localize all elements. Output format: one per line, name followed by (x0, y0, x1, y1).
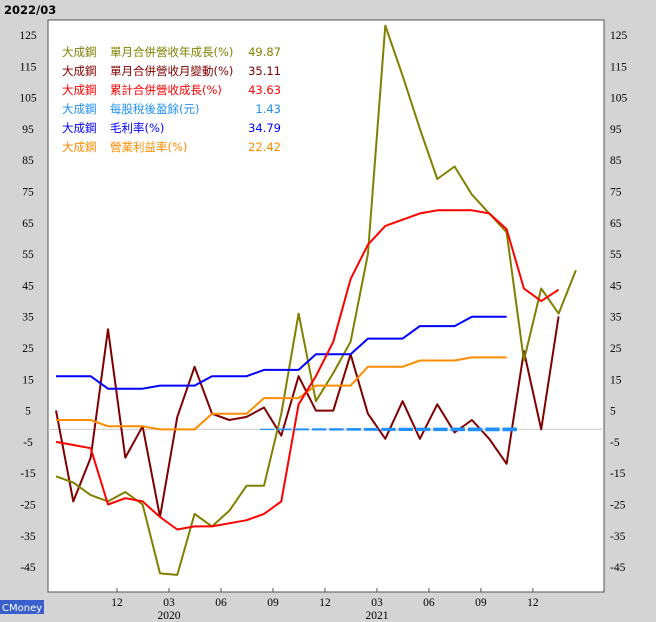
x-tick-label: 12 (527, 597, 539, 609)
series-line-5 (56, 356, 507, 431)
y-tick-label-right: -45 (610, 562, 626, 574)
legend-last-value: 1.43 (255, 102, 281, 116)
legend-company: 大成鋼 (62, 83, 97, 97)
eps-mark (363, 427, 379, 431)
x-tick-label: 03 (163, 597, 175, 609)
y-tick-label-left: 65 (22, 218, 34, 230)
legend-company: 大成鋼 (62, 45, 97, 59)
legend-company: 大成鋼 (62, 102, 97, 116)
y-tick-label-left: 115 (20, 61, 37, 73)
y-tick-label-right: 75 (610, 187, 622, 199)
eps-mark (259, 428, 275, 431)
x-tick-label: 06 (423, 597, 435, 609)
y-tick-label-left: 85 (22, 155, 34, 167)
x-tick-label: 09 (475, 597, 487, 609)
legend-series-name: 每股稅後盈餘(元) (110, 102, 199, 116)
y-tick-label-right: 115 (610, 61, 627, 73)
watermark-box (0, 600, 44, 614)
y-tick-label-right: 105 (610, 93, 628, 105)
y-tick-label-left: 125 (19, 30, 37, 42)
legend-company: 大成鋼 (62, 121, 97, 135)
y-tick-label-left: 75 (22, 187, 34, 199)
legend-last-value: 34.79 (248, 121, 281, 135)
y-axis-left: 125 115 105 95 85 75 65 55 45 35 25 15 5 -5 -15 -25 -35 -… (19, 30, 37, 574)
y-tick-label-left: -35 (20, 531, 36, 543)
y-tick-label-right: 25 (610, 343, 622, 355)
series-line-1 (55, 316, 560, 518)
chart-title: 2022/03 (4, 3, 56, 17)
x-tick-label: 09 (267, 597, 279, 609)
y-tick-label-right: 85 (610, 155, 622, 167)
legend-series-name: 累計合併營收成長(%) (110, 83, 222, 97)
y-tick-label-right: 95 (610, 124, 622, 136)
y-tick-label-right: 55 (610, 249, 622, 261)
y-tick-label-right: 35 (610, 312, 622, 324)
eps-mark (329, 428, 344, 431)
legend-last-value: 35.11 (248, 64, 281, 78)
y-tick-label-left: 55 (22, 249, 34, 261)
x-tick-label: 03 (371, 597, 383, 609)
eps-mark (415, 427, 431, 432)
x-tick-label: 12 (319, 597, 331, 609)
y-tick-label-right: 15 (610, 374, 622, 386)
legend-last-value: 49.87 (248, 45, 281, 59)
legend-series-name: 單月合併營收年成長(%) (110, 45, 233, 59)
eps-mark (433, 427, 448, 432)
x-axis: 12 03 06 09 12 03 06 09 12 2020 2021 (111, 588, 539, 622)
legend-series-name: 營業利益率(%) (110, 140, 187, 154)
legend-series-name: 單月合併營收月變動(%) (110, 64, 233, 78)
series-line-4 (56, 315, 507, 390)
legend-company: 大成鋼 (62, 64, 97, 78)
y-tick-label-right: 125 (610, 30, 628, 42)
eps-mark (277, 428, 292, 431)
y-tick-label-left: 25 (22, 343, 34, 355)
y-tick-label-left: 15 (22, 374, 34, 386)
legend-series-name: 毛利率(%) (110, 121, 164, 135)
y-tick-label-right: 5 (610, 406, 616, 418)
y-tick-label-right: -15 (610, 468, 626, 480)
y-tick-label-right: 45 (610, 280, 622, 292)
eps-mark (450, 427, 465, 432)
legend-last-value: 22.42 (248, 140, 281, 154)
legend-last-value: 43.63 (248, 83, 281, 97)
year-label: 2020 (157, 610, 180, 622)
eps-mark (311, 428, 327, 431)
eps-mark (398, 427, 413, 431)
y-tick-label-left: 5 (25, 406, 31, 418)
y-axis-right: 125 115 105 95 85 75 65 55 45 35 25 15 5 -5 -15 -25 -35 -… (610, 30, 628, 574)
y-tick-label-left: -15 (20, 468, 36, 480)
y-tick-label-left: 95 (22, 124, 34, 136)
eps-mark (381, 427, 396, 431)
series-lines (55, 24, 577, 576)
y-tick-label-left: 35 (22, 312, 34, 324)
y-tick-label-left: -25 (20, 500, 36, 512)
plot-area (47, 19, 605, 593)
x-tick-label: 12 (111, 597, 123, 609)
eps-mark (467, 427, 483, 432)
y-tick-label-left: 45 (22, 280, 34, 292)
y-tick-label-right: -5 (610, 437, 620, 449)
eps-mark (346, 428, 361, 431)
y-tick-label-right: -25 (610, 500, 626, 512)
y-tick-label-right: -35 (610, 531, 626, 543)
y-tick-label-left: -45 (20, 562, 36, 574)
eps-mark (294, 428, 309, 431)
eps-mark (485, 427, 500, 432)
eps-mark (502, 427, 517, 432)
legend-company: 大成鋼 (62, 140, 97, 154)
watermark-text: CMoney (2, 603, 42, 614)
y-tick-label-right: 65 (610, 218, 622, 230)
y-tick-label-left: 105 (19, 93, 37, 105)
year-label: 2021 (365, 610, 388, 622)
x-tick-label: 06 (215, 597, 227, 609)
series-line-2 (55, 209, 560, 531)
y-tick-label-left: -5 (23, 437, 33, 449)
